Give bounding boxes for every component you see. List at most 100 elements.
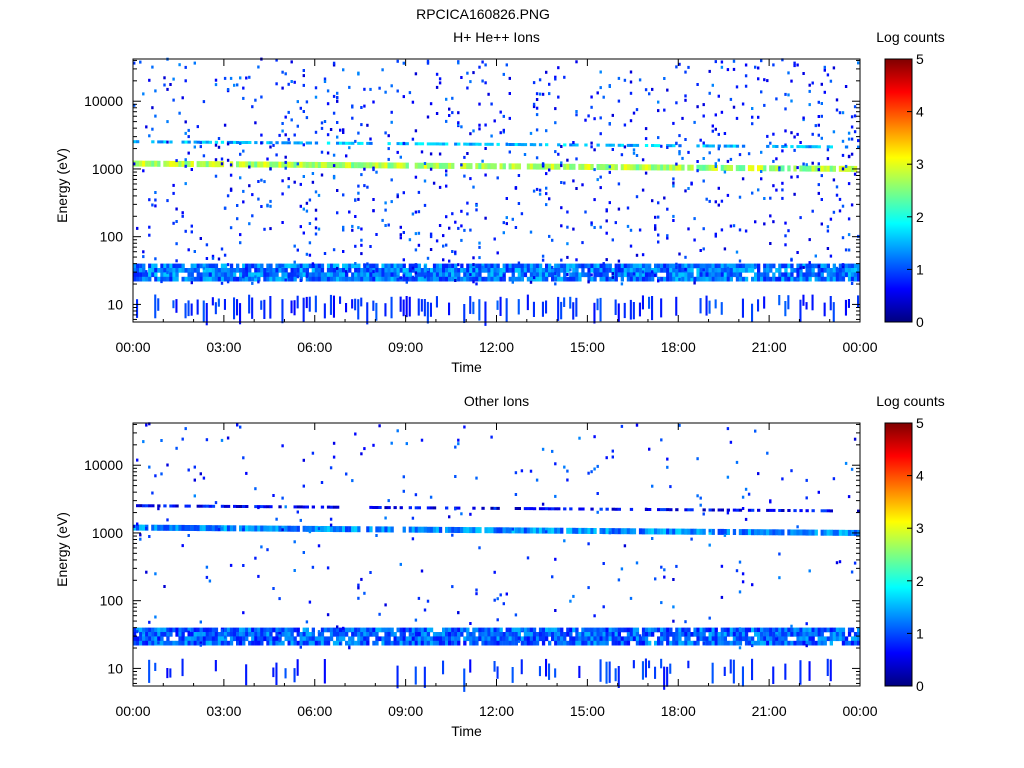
- heatmap-cell: [726, 144, 730, 148]
- heatmap-cell: [617, 99, 621, 103]
- heatmap-cell: [269, 167, 272, 171]
- heatmap-cell: [529, 469, 533, 473]
- heatmap-cell: [596, 143, 600, 147]
- heatmap-cell: [720, 272, 724, 278]
- heatmap-cell: [502, 636, 506, 642]
- heatmap-cell: [632, 111, 636, 115]
- heatmap-cell: [508, 640, 512, 646]
- heatmap-cell: [414, 272, 418, 278]
- heatmap-cell: [248, 165, 251, 169]
- x-axis-label: Time: [451, 723, 482, 739]
- heatmap-cell: [251, 272, 255, 278]
- heatmap-cell: [429, 232, 433, 236]
- heatmap-cell: [766, 272, 770, 278]
- heatmap-cell: [523, 636, 528, 642]
- heatmap-cell: [857, 61, 860, 65]
- heatmap-cell: [329, 632, 334, 637]
- heatmap-cell: [438, 77, 442, 81]
- heatmap-cell: [675, 262, 678, 266]
- heatmap-cell: [702, 164, 706, 171]
- heatmap-cell: [593, 632, 597, 637]
- heatmap-cell: [299, 204, 302, 208]
- heatmap-cell: [454, 272, 458, 278]
- heatmap-cell: [784, 276, 788, 282]
- heatmap-cell: [545, 627, 549, 633]
- heatmap-cell: [254, 268, 258, 273]
- heatmap-cell: [569, 263, 573, 269]
- heatmap-cell: [266, 276, 270, 282]
- heatmap-cell: [778, 272, 782, 278]
- heatmap-cell: [336, 189, 339, 192]
- heatmap-cell: [396, 274, 399, 278]
- heatmap-cell: [448, 640, 452, 646]
- heatmap-cell: [669, 632, 673, 637]
- heatmap-cell: [626, 636, 631, 642]
- heatmap-cell: [305, 274, 309, 278]
- heatmap-cell: [160, 632, 164, 637]
- heatmap-cell: [569, 627, 573, 633]
- heatmap-cell: [329, 517, 333, 521]
- heatmap-cell: [687, 272, 691, 278]
- heatmap-cell: [641, 636, 646, 642]
- heatmap-cell: [236, 204, 239, 207]
- heatmap-cell: [435, 296, 438, 308]
- heatmap-cell: [738, 640, 743, 646]
- heatmap-cell: [278, 268, 282, 273]
- heatmap-cell: [169, 272, 172, 276]
- heatmap-cell: [466, 212, 469, 216]
- heatmap-cell: [775, 529, 779, 536]
- heatmap-cell: [760, 170, 763, 173]
- heatmap-cell: [193, 263, 197, 269]
- heatmap-cell: [263, 299, 266, 319]
- heatmap-cell: [366, 141, 370, 145]
- heatmap-cell: [384, 272, 388, 278]
- heatmap-cell: [681, 263, 685, 269]
- heatmap-cell: [635, 627, 640, 633]
- heatmap-cell: [408, 263, 412, 269]
- heatmap-cell: [620, 282, 624, 286]
- heatmap-cell: [808, 632, 812, 637]
- heatmap-cell: [629, 244, 633, 248]
- heatmap-cell: [423, 179, 427, 183]
- heatmap-cell: [735, 276, 740, 282]
- heatmap-cell: [260, 263, 264, 269]
- heatmap-cell: [551, 527, 555, 534]
- heatmap-cell: [475, 272, 479, 278]
- heatmap-cell: [151, 268, 155, 273]
- heatmap-cell: [699, 627, 703, 633]
- heatmap-cell: [205, 303, 208, 326]
- heatmap-cell: [675, 263, 679, 269]
- heatmap-cell: [448, 259, 451, 263]
- heatmap-cell: [484, 263, 488, 269]
- heatmap-cell: [248, 184, 251, 188]
- heatmap-cell: [648, 640, 652, 646]
- heatmap-cell: [729, 659, 732, 674]
- colorbar-scale: [884, 422, 913, 687]
- heatmap-cell: [763, 263, 767, 269]
- heatmap-cell: [548, 163, 552, 170]
- heatmap-cell: [545, 203, 548, 207]
- heatmap-cell: [811, 627, 815, 633]
- heatmap-cell: [808, 569, 811, 573]
- heatmap-cell: [793, 632, 797, 637]
- heatmap-cell: [242, 200, 245, 204]
- heatmap-cell: [548, 663, 551, 680]
- heatmap-cell: [226, 194, 230, 198]
- heatmap-cell: [711, 124, 714, 128]
- heatmap-cell: [593, 614, 596, 618]
- heatmap-cell: [314, 232, 318, 236]
- heatmap-cell: [478, 102, 481, 106]
- heatmap-cell: [223, 627, 228, 633]
- heatmap-cell: [496, 632, 500, 637]
- heatmap-cell: [181, 140, 185, 144]
- heatmap-cell: [817, 145, 821, 149]
- y-tick-label: 10000: [84, 93, 123, 109]
- heatmap-cell: [566, 158, 569, 162]
- heatmap-cell: [514, 493, 518, 496]
- heatmap-cell: [272, 272, 276, 278]
- heatmap-cell: [472, 71, 475, 75]
- heatmap-cell: [538, 272, 543, 278]
- heatmap-cell: [678, 423, 681, 427]
- heatmap-cell: [623, 272, 627, 278]
- heatmap-cell: [590, 470, 593, 474]
